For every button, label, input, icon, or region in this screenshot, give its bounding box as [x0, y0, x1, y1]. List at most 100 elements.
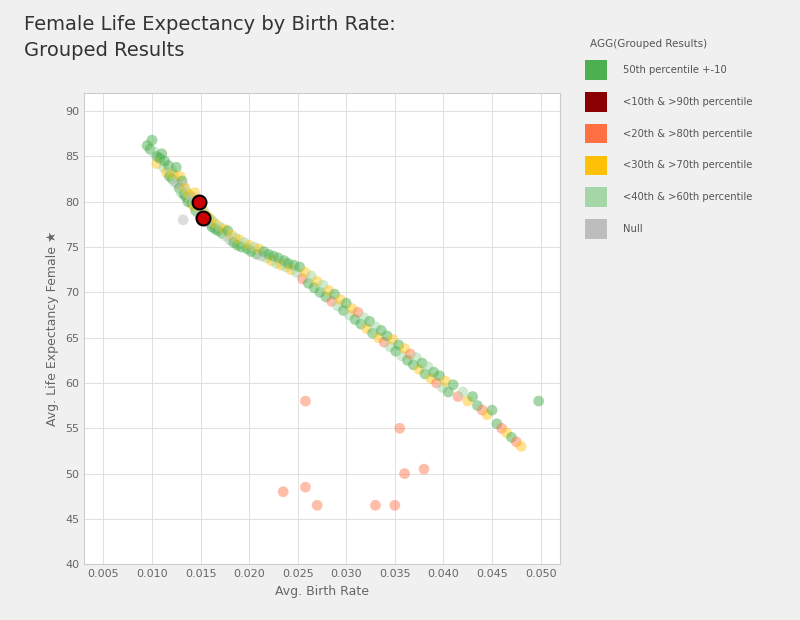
Point [242, 241, 255, 250]
Point [227, 237, 240, 247]
Point [176, 176, 189, 186]
Point [210, 219, 222, 229]
Point [265, 255, 278, 265]
Point [178, 183, 191, 193]
Point [212, 226, 225, 236]
FancyBboxPatch shape [586, 219, 607, 239]
Point [462, 396, 474, 406]
Point [466, 392, 479, 402]
Point [229, 233, 242, 243]
Point [418, 464, 430, 474]
Point [439, 376, 452, 386]
Point [302, 278, 315, 288]
Point [255, 251, 268, 261]
Point [222, 226, 234, 236]
Point [154, 153, 166, 163]
Point [147, 147, 160, 157]
Point [384, 342, 397, 352]
Point [418, 369, 431, 379]
Point [278, 255, 290, 265]
Point [495, 423, 508, 433]
Point [144, 144, 157, 154]
Point [219, 231, 232, 241]
Point [163, 171, 176, 181]
Point [290, 267, 303, 277]
Point [500, 428, 513, 438]
Point [375, 326, 388, 335]
Point [505, 432, 518, 442]
Point [166, 174, 179, 184]
Point [174, 188, 187, 198]
Point [188, 188, 201, 198]
Point [253, 244, 266, 254]
Point [427, 367, 440, 377]
Point [296, 274, 309, 284]
Point [168, 177, 181, 187]
Point [197, 206, 210, 216]
X-axis label: Avg. Birth Rate: Avg. Birth Rate [275, 585, 369, 598]
Point [369, 500, 382, 510]
Point [248, 242, 261, 252]
Point [395, 351, 408, 361]
Point [337, 306, 350, 316]
Point [343, 310, 356, 320]
Point [270, 259, 282, 268]
Point [490, 418, 503, 428]
Point [310, 277, 323, 286]
Point [433, 371, 446, 381]
Point [310, 500, 323, 510]
Point [394, 423, 406, 433]
Point [215, 229, 228, 239]
Point [349, 314, 362, 324]
Point [182, 197, 194, 206]
Point [155, 149, 168, 159]
Point [258, 247, 270, 257]
Point [358, 312, 370, 322]
Point [171, 179, 184, 188]
Point [195, 204, 208, 214]
Text: <30th & >70th percentile: <30th & >70th percentile [622, 161, 752, 171]
Point [170, 162, 182, 172]
Point [280, 262, 293, 272]
FancyBboxPatch shape [586, 156, 607, 175]
Point [201, 217, 214, 227]
Point [471, 401, 484, 410]
Point [202, 213, 214, 223]
Point [430, 378, 443, 388]
Point [366, 328, 379, 338]
Point [317, 280, 330, 290]
Point [277, 487, 290, 497]
Point [206, 217, 219, 227]
Point [250, 249, 263, 259]
Point [282, 259, 294, 268]
Point [319, 292, 332, 302]
Point [177, 215, 190, 225]
Point [146, 135, 158, 145]
Text: <20th & >80th percentile: <20th & >80th percentile [622, 128, 752, 138]
Point [481, 410, 494, 420]
Point [158, 162, 170, 172]
Point [299, 482, 312, 492]
Point [185, 195, 198, 205]
Point [398, 343, 411, 353]
Point [194, 210, 206, 220]
Point [192, 198, 205, 208]
Point [514, 441, 527, 451]
Point [328, 289, 341, 299]
Point [235, 242, 248, 252]
Point [404, 349, 417, 359]
Point [351, 308, 364, 317]
Point [442, 387, 454, 397]
Point [305, 271, 318, 281]
Point [272, 253, 285, 263]
Point [162, 161, 175, 171]
Point [390, 347, 402, 356]
Point [308, 283, 321, 293]
Point [150, 159, 163, 169]
Point [486, 405, 498, 415]
Point [160, 168, 173, 178]
Point [182, 190, 195, 200]
Point [179, 192, 193, 202]
FancyBboxPatch shape [586, 123, 607, 143]
Point [158, 156, 171, 166]
